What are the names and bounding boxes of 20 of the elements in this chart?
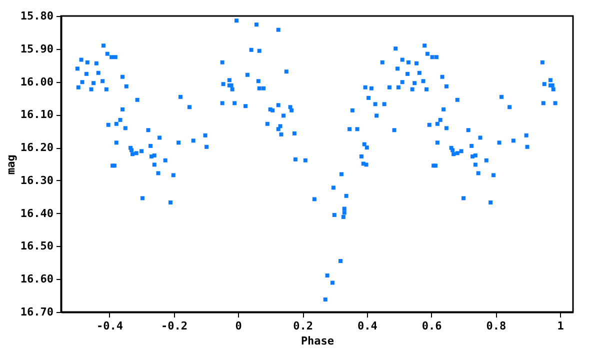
y-axis-title: mag: [4, 154, 18, 174]
y-tick-label: 16.40: [20, 206, 54, 220]
y-tick-label: 16.10: [20, 108, 54, 122]
x-tick-label: 0.8: [486, 320, 506, 332]
x-tick-label: 0.2: [293, 320, 313, 332]
x-axis-title: Phase: [300, 334, 334, 348]
y-tick-label: 16.70: [20, 306, 54, 318]
y-tick-label: 16.20: [20, 141, 54, 154]
x-tick-label: -0.4: [96, 320, 124, 332]
y-tick-label: 16.30: [20, 174, 54, 187]
y-tick-label: 16.00: [20, 75, 54, 88]
x-tick-label: 0.6: [422, 320, 442, 332]
y-tick-label: 16.60: [20, 272, 54, 286]
y-tick-label: 16.50: [20, 240, 54, 253]
x-tick-label: -0.2: [160, 320, 188, 332]
x-tick-label: 1: [557, 320, 564, 332]
y-tick-label: 15.90: [20, 42, 54, 56]
x-tick-label: 0: [235, 320, 242, 332]
x-tick-label: 0.4: [357, 320, 378, 332]
y-tick-label: 15.80: [20, 10, 54, 22]
